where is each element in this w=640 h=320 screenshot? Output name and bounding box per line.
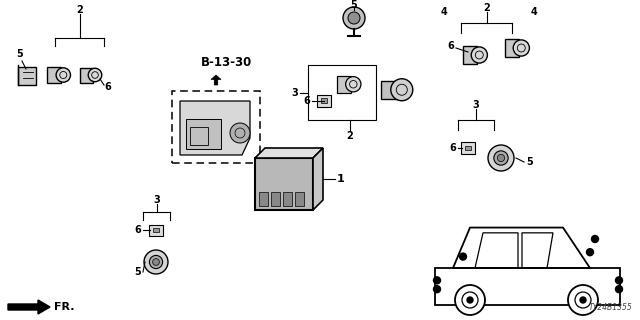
Text: FR.: FR. bbox=[54, 302, 74, 312]
Circle shape bbox=[343, 7, 365, 29]
Text: 5: 5 bbox=[351, 0, 357, 10]
Text: 2: 2 bbox=[347, 131, 353, 141]
Bar bbox=[18, 67, 36, 85]
Circle shape bbox=[497, 154, 504, 162]
Text: 4: 4 bbox=[531, 7, 538, 17]
Polygon shape bbox=[255, 148, 323, 158]
Bar bbox=[153, 228, 159, 232]
Circle shape bbox=[149, 255, 163, 268]
Circle shape bbox=[433, 277, 440, 284]
Text: 3: 3 bbox=[291, 87, 298, 98]
Bar bbox=[337, 76, 351, 93]
Bar bbox=[259, 192, 268, 206]
Bar bbox=[80, 68, 93, 83]
Text: 6: 6 bbox=[303, 96, 310, 106]
Polygon shape bbox=[180, 101, 250, 155]
Circle shape bbox=[433, 286, 440, 293]
Circle shape bbox=[494, 151, 508, 165]
Bar bbox=[295, 192, 304, 206]
Bar bbox=[463, 46, 477, 64]
Circle shape bbox=[460, 253, 467, 260]
Circle shape bbox=[455, 285, 485, 315]
Circle shape bbox=[616, 277, 623, 284]
Bar bbox=[505, 39, 519, 57]
Circle shape bbox=[144, 250, 168, 274]
Text: 5: 5 bbox=[17, 49, 24, 59]
Circle shape bbox=[580, 297, 586, 303]
Bar bbox=[465, 146, 471, 150]
Circle shape bbox=[346, 76, 361, 92]
Bar bbox=[308, 65, 376, 120]
Circle shape bbox=[152, 259, 159, 265]
Text: B-13-30: B-13-30 bbox=[200, 55, 252, 68]
Circle shape bbox=[467, 297, 473, 303]
Bar bbox=[172, 91, 260, 163]
Circle shape bbox=[230, 123, 250, 143]
Text: 2: 2 bbox=[76, 5, 83, 15]
Polygon shape bbox=[211, 75, 221, 85]
Text: 6: 6 bbox=[449, 143, 456, 153]
Bar bbox=[47, 67, 61, 83]
Text: 5: 5 bbox=[526, 157, 532, 167]
Text: 3: 3 bbox=[472, 100, 479, 110]
Text: 1: 1 bbox=[337, 174, 345, 184]
Text: 3: 3 bbox=[153, 195, 160, 205]
Bar bbox=[381, 81, 399, 99]
Polygon shape bbox=[313, 148, 323, 210]
Bar bbox=[271, 192, 280, 206]
Circle shape bbox=[568, 285, 598, 315]
Circle shape bbox=[488, 145, 514, 171]
Bar bbox=[255, 158, 313, 210]
Circle shape bbox=[591, 236, 598, 243]
Bar bbox=[283, 192, 292, 206]
Polygon shape bbox=[8, 300, 50, 314]
Circle shape bbox=[616, 286, 623, 293]
Bar bbox=[461, 142, 475, 154]
Bar bbox=[190, 127, 208, 145]
Circle shape bbox=[348, 12, 360, 24]
Circle shape bbox=[513, 40, 529, 56]
Text: 5: 5 bbox=[134, 267, 141, 277]
Text: TY24B1355: TY24B1355 bbox=[588, 303, 632, 312]
Bar bbox=[321, 98, 327, 103]
Bar bbox=[186, 119, 221, 149]
Circle shape bbox=[586, 249, 593, 256]
Text: 6: 6 bbox=[447, 41, 454, 51]
Bar bbox=[435, 268, 620, 305]
Circle shape bbox=[391, 79, 413, 101]
Text: 4: 4 bbox=[440, 7, 447, 17]
Bar bbox=[317, 95, 331, 107]
Text: 6: 6 bbox=[104, 82, 111, 92]
Text: 6: 6 bbox=[134, 225, 141, 235]
Circle shape bbox=[471, 47, 488, 63]
Bar bbox=[149, 225, 163, 236]
Text: 2: 2 bbox=[483, 3, 490, 13]
Circle shape bbox=[56, 68, 70, 82]
Circle shape bbox=[88, 68, 102, 82]
